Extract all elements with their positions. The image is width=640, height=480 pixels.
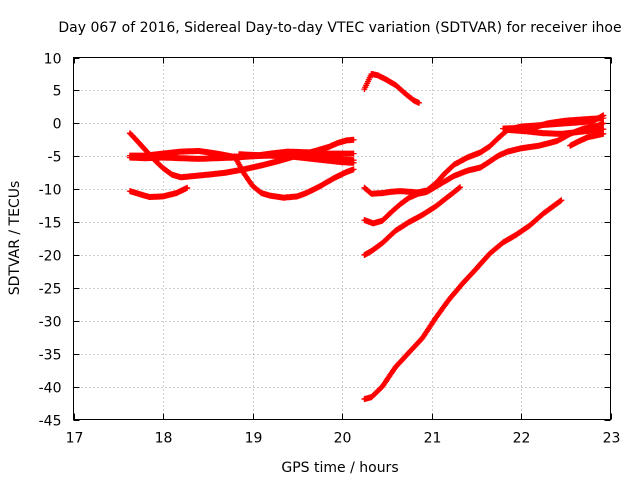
series-markers xyxy=(361,184,464,258)
x-tick-label: 17 xyxy=(66,431,84,447)
y-tick-label: -5 xyxy=(48,150,62,166)
y-tick-label: -25 xyxy=(39,282,62,298)
x-tick-label: 18 xyxy=(155,431,173,447)
y-tick-labels: 10 5 0 -5 -10 -15 -20 -25 -30 -35 -40 -45 xyxy=(39,52,62,430)
series-track-5 xyxy=(231,153,357,201)
y-tick-label: -30 xyxy=(39,315,62,331)
y-tick-label: -45 xyxy=(39,414,62,430)
x-tick-label: 21 xyxy=(424,431,442,447)
x-tick-labels: 17 18 19 20 21 22 23 xyxy=(66,431,621,447)
series-track-6 xyxy=(236,151,357,164)
series-markers xyxy=(126,184,191,200)
y-tick-label: 5 xyxy=(53,84,62,100)
y-tick-label: -10 xyxy=(39,183,62,199)
series-track-7 xyxy=(361,71,422,106)
series-track-11 xyxy=(361,197,565,403)
y-tick-label: 0 xyxy=(53,117,62,133)
series-track-14 xyxy=(504,126,607,137)
y-tick-label: -20 xyxy=(39,249,62,265)
series-markers xyxy=(567,130,607,149)
y-axis-label: SDTVAR / TECUs xyxy=(7,181,23,296)
series-track-13 xyxy=(567,130,607,149)
x-axis-label: GPS time / hours xyxy=(281,460,398,476)
y-tick-label: -35 xyxy=(39,348,62,364)
series-markers xyxy=(361,71,422,106)
series-markers xyxy=(236,151,357,164)
series-track-4 xyxy=(126,184,191,200)
series-markers xyxy=(231,153,357,201)
x-tick-label: 19 xyxy=(245,431,263,447)
y-tick-label: -15 xyxy=(39,216,62,232)
chart-title: Day 067 of 2016, Sidereal Day-to-day VTE… xyxy=(58,20,621,36)
y-tick-label: -40 xyxy=(39,381,62,397)
series-markers xyxy=(504,126,607,137)
x-tick-label: 20 xyxy=(334,431,352,447)
x-tick-label: 23 xyxy=(603,431,621,447)
series-markers xyxy=(361,197,565,403)
axis-ticks xyxy=(73,57,612,421)
y-tick-label: 10 xyxy=(44,52,62,68)
x-tick-label: 22 xyxy=(513,431,531,447)
series-track-10 xyxy=(361,184,464,258)
data-marks xyxy=(126,71,607,403)
